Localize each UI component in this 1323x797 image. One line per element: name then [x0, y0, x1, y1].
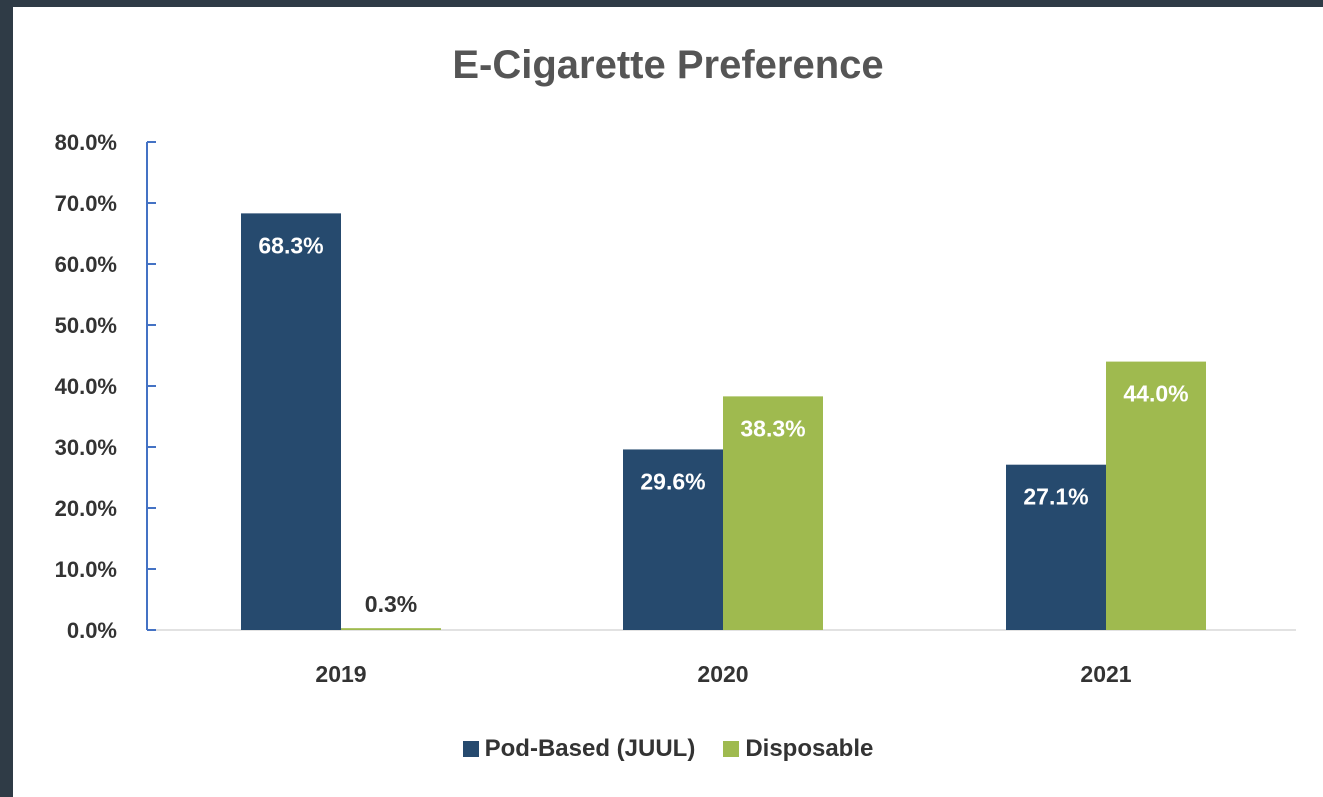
- bar-chart-plot: 0.0% 10.0% 20.0% 30.0% 40.0% 50.0% 60.0% 70.0% 8…: [55, 130, 1296, 687]
- y-tick-label: 80.0%: [55, 130, 117, 155]
- data-label: 0.3%: [365, 591, 417, 617]
- x-tick-label: 2019: [315, 661, 366, 687]
- x-tick-label: 2021: [1080, 661, 1131, 687]
- bar: [1006, 464, 1106, 630]
- y-tick-label: 30.0%: [55, 435, 117, 460]
- y-tick-label: 60.0%: [55, 252, 117, 277]
- data-label: 68.3%: [258, 232, 323, 258]
- bar: [623, 449, 723, 630]
- y-tick-label: 0.0%: [67, 618, 117, 643]
- x-tick-label: 2020: [697, 661, 748, 687]
- y-tick-label: 40.0%: [55, 374, 117, 399]
- bar: [1106, 361, 1206, 630]
- chart-frame: E-Cigarette Preference 0.0% 10.0% 20.0% 30.…: [13, 7, 1323, 797]
- y-tick-label: 20.0%: [55, 496, 117, 521]
- data-label: 44.0%: [1123, 381, 1188, 407]
- bar: [241, 213, 341, 630]
- bar: [723, 396, 823, 630]
- legend-swatch-pod-based: [462, 741, 479, 757]
- bar: [341, 628, 441, 630]
- data-label: 38.3%: [740, 415, 805, 441]
- legend-item-disposable: Disposable: [723, 735, 873, 763]
- legend-label-pod-based: Pod-Based (JUUL): [484, 735, 696, 762]
- y-tick-label: 10.0%: [55, 557, 117, 582]
- chart-title: E-Cigarette Preference: [452, 43, 884, 87]
- legend-label-disposable: Disposable: [745, 735, 874, 762]
- data-label: 29.6%: [640, 468, 705, 494]
- chart-legend: Pod-Based (JUUL) Disposable: [13, 735, 1323, 763]
- legend-swatch-disposable: [723, 741, 740, 757]
- y-tick-label: 50.0%: [55, 313, 117, 338]
- legend-item-pod-based: Pod-Based (JUUL): [462, 735, 696, 763]
- y-tick-label: 70.0%: [55, 191, 117, 216]
- data-label: 27.1%: [1023, 484, 1088, 510]
